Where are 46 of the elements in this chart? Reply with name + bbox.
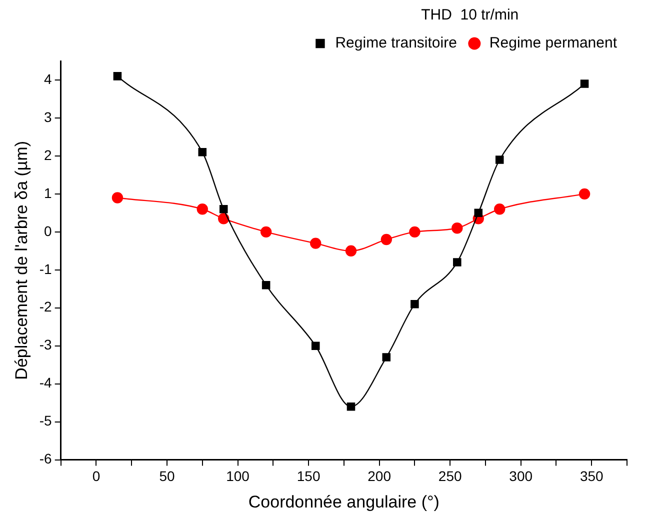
x-tick-label: 50 xyxy=(159,468,175,484)
point xyxy=(580,80,589,88)
point xyxy=(262,280,270,290)
x-tick-label: 300 xyxy=(509,468,533,484)
y-tick-label: -4 xyxy=(39,374,52,391)
y-tick-label: 2 xyxy=(44,146,52,163)
legend-title: THD 10 tr/min xyxy=(421,6,519,24)
point xyxy=(453,258,462,266)
x-tick-label: 0 xyxy=(92,468,100,484)
y-tick-label: -5 xyxy=(39,412,52,429)
y-tick-label: -6 xyxy=(39,450,52,467)
point xyxy=(310,238,322,249)
y-tick-label: -3 xyxy=(39,336,52,353)
legend-label: Regime transitoire xyxy=(335,34,457,52)
point xyxy=(198,148,207,156)
x-axis-title: Coordonnée angulaire (°) xyxy=(248,492,440,512)
point xyxy=(112,192,124,204)
point xyxy=(409,226,420,238)
y-tick-label: -1 xyxy=(39,260,52,277)
x-tick-label: 100 xyxy=(226,468,250,484)
point xyxy=(494,204,506,215)
point xyxy=(474,208,483,218)
point xyxy=(219,204,228,214)
point xyxy=(113,72,122,80)
point xyxy=(452,222,463,234)
y-tick-label: 0 xyxy=(44,222,52,239)
y-tick-label: 1 xyxy=(44,184,52,201)
point xyxy=(380,234,392,246)
x-tick-label: 200 xyxy=(368,468,392,484)
point xyxy=(382,353,391,362)
x-tick-label: 350 xyxy=(580,468,604,484)
legend-label: Regime permanent xyxy=(489,34,618,52)
point xyxy=(578,188,590,200)
y-axis-title: Déplacement de l'arbre δa (µm) xyxy=(12,140,31,380)
point xyxy=(410,300,419,308)
y-tick-label: 3 xyxy=(44,108,52,125)
y-tick-label: -2 xyxy=(39,298,52,315)
point xyxy=(196,204,208,215)
point xyxy=(345,245,357,257)
point xyxy=(260,226,272,238)
point xyxy=(311,342,320,350)
point xyxy=(346,402,356,411)
x-tick-label: 250 xyxy=(438,468,462,484)
x-tick-label: 150 xyxy=(296,468,320,484)
point xyxy=(495,156,504,164)
y-tick-label: 4 xyxy=(44,70,52,87)
